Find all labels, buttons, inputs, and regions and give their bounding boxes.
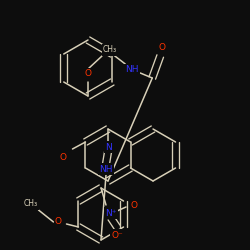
- Text: O: O: [84, 70, 91, 78]
- Text: NH: NH: [126, 66, 139, 74]
- Text: NH: NH: [99, 164, 113, 173]
- Text: N: N: [104, 142, 112, 152]
- Text: CH₃: CH₃: [24, 200, 38, 208]
- Text: CH₃: CH₃: [103, 46, 117, 54]
- Text: O: O: [130, 200, 138, 209]
- Text: O: O: [55, 218, 62, 226]
- Text: O: O: [159, 44, 166, 52]
- Text: O⁻: O⁻: [111, 230, 123, 239]
- Text: N⁺: N⁺: [105, 208, 117, 218]
- Text: O: O: [60, 152, 67, 162]
